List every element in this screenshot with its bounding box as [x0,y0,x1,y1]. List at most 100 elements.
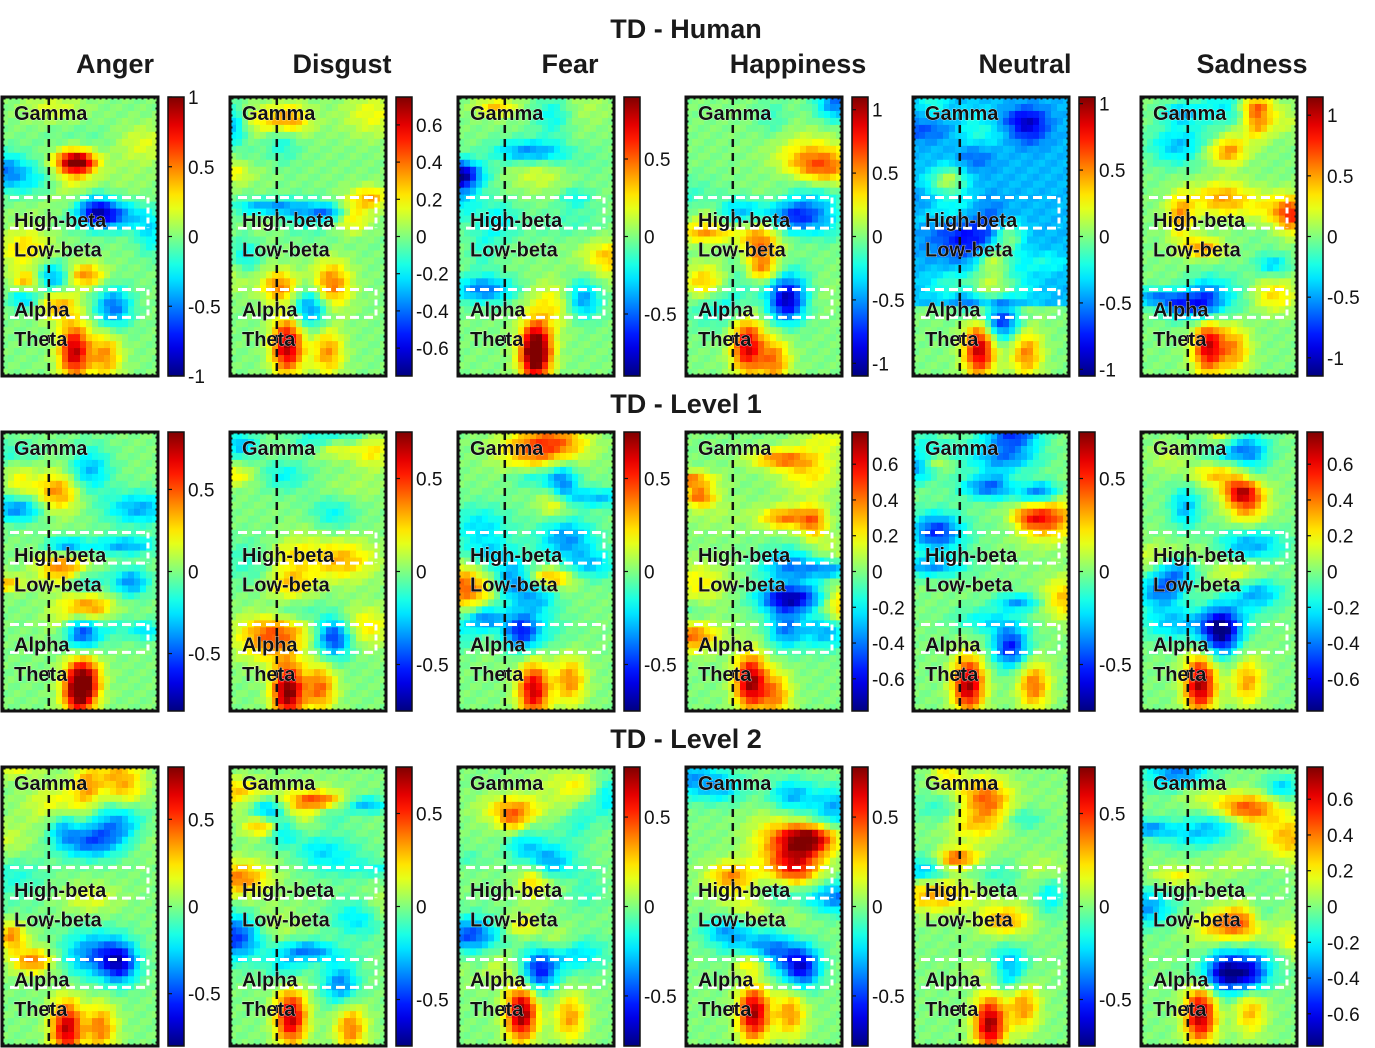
colorbar-tick-label: 0.4 [1327,826,1354,847]
colorbar-tick-label: 0.2 [1327,862,1353,883]
band-label-alpha: Alpha [242,634,298,656]
colorbar-tick-label: -0.5 [1327,288,1360,309]
column-title-sadness: Sadness [1196,49,1307,79]
colorbar-tick-label: 0.5 [644,470,670,491]
panel-frame-dots [686,97,842,376]
colorbar-tick-label: 0.4 [872,491,899,512]
colorbar-tick-label: -0.2 [416,265,449,286]
band-label-theta: Theta [242,664,296,686]
band-label-high-beta: High-beta [242,210,335,232]
panel-frame [911,765,1071,1048]
band-label-alpha: Alpha [1153,299,1209,321]
panel-frame [456,765,616,1048]
colorbar-tick-label: 0.6 [872,455,898,476]
panel-frame [228,430,388,713]
panel-0-happiness: Gamma High-beta Low-beta Alpha Theta 1 0.5 0 -0.… [684,95,905,378]
colorbar-tick-label: 0.5 [188,158,214,179]
panel-frame-dots [686,432,842,711]
band-label-gamma: Gamma [925,438,999,460]
colorbar-tick-label: 0.5 [1099,805,1125,826]
band-label-alpha: Alpha [925,299,981,321]
panel-frame [0,95,160,378]
row-title-1: TD - Level 1 [610,389,762,419]
band-label-gamma: Gamma [242,103,316,125]
column-title-disgust: Disgust [292,49,391,79]
colorbar-tick-label: 0.6 [1327,790,1353,811]
colorbar-tick-label: -0.5 [188,985,221,1006]
band-label-alpha: Alpha [470,969,526,991]
colorbar-tick-label: 0.4 [1327,491,1354,512]
colorbar-tick-label: -1 [872,354,889,375]
band-label-gamma: Gamma [1153,773,1227,795]
colorbar-tick-label: 1 [188,88,199,109]
heatmap-field [1141,767,1297,1046]
colorbar-tick-label: 0.5 [644,150,670,171]
band-label-low-beta: Low-beta [1153,574,1242,596]
band-label-low-beta: Low-beta [14,909,103,931]
colorbar-tick-label: -0.4 [1327,634,1360,655]
band-label-high-beta: High-beta [470,880,563,902]
band-label-high-beta: High-beta [1153,545,1246,567]
colorbar-tick-label: 0 [872,228,883,249]
band-label-theta: Theta [470,329,524,351]
panel-2-fear: Gamma High-beta Low-beta Alpha Theta 0.5 0 -0.5 [456,765,677,1048]
colorbar-tick-label: -0.5 [416,991,449,1012]
band-label-high-beta: High-beta [1153,210,1246,232]
band-label-theta: Theta [925,999,979,1021]
colorbar-tick-label: 0 [1099,898,1110,919]
colorbar-tick-label: -0.5 [644,305,677,326]
colorbar-tick-label: 0.4 [416,153,443,174]
panel-frame [228,95,388,378]
column-title-happiness: Happiness [730,49,867,79]
band-label-high-beta: High-beta [698,210,791,232]
colorbar-tick-label: 0.5 [1099,470,1125,491]
band-label-low-beta: Low-beta [925,239,1014,261]
row-title-0: TD - Human [610,14,762,44]
panel-frame-dots [2,432,158,711]
colorbar-tick-label: -0.2 [1327,598,1360,619]
band-label-gamma: Gamma [14,438,88,460]
band-label-gamma: Gamma [242,773,316,795]
band-label-alpha: Alpha [14,299,70,321]
panel-frame [1139,765,1299,1048]
band-label-low-beta: Low-beta [698,574,787,596]
colorbar-tick-label: -0.5 [416,656,449,677]
panel-0-disgust: Gamma High-beta Low-beta Alpha Theta 0.6 0.4 0.… [228,95,449,378]
band-label-gamma: Gamma [14,773,88,795]
panel-1-sadness: Gamma High-beta Low-beta Alpha Theta 0.6 0.4 0.… [1139,430,1360,713]
colorbar-tick-label: -1 [1099,360,1116,381]
band-label-alpha: Alpha [1153,969,1209,991]
colorbar-tick-label: 0.6 [416,116,442,137]
colorbar-tick-label: 0 [872,898,883,919]
band-label-theta: Theta [14,664,68,686]
colorbar-tick-label: 0.2 [872,527,898,548]
colorbar-tick-label: 0.5 [416,805,442,826]
colorbar-tick-label: -0.5 [1099,656,1132,677]
band-label-low-beta: Low-beta [925,574,1014,596]
panel-frame-dots [913,767,1069,1046]
heatmap-field [2,432,158,711]
panel-frame-dots [913,432,1069,711]
panel-2-neutral: Gamma High-beta Low-beta Alpha Theta 0.5 0 -0.5 [911,765,1132,1048]
colorbar-tick-label: 0.5 [1099,161,1125,182]
panel-2-happiness: Gamma High-beta Low-beta Alpha Theta 0.5 0 -0.5 [684,765,905,1048]
column-title-fear: Fear [541,49,599,79]
band-label-gamma: Gamma [470,773,544,795]
band-label-gamma: Gamma [698,773,772,795]
band-label-alpha: Alpha [470,299,526,321]
colorbar-tick-label: -0.5 [872,987,905,1008]
panel-frame [228,765,388,1048]
heatmap-field [686,97,842,376]
colorbar-tick-label: 0 [416,563,427,584]
panel-frame [0,765,160,1048]
colorbar-tick-label: 0 [644,898,655,919]
heatmap-field [686,767,842,1046]
colorbar-tick-label: -0.4 [1327,969,1360,990]
band-label-theta: Theta [242,999,296,1021]
column-title-anger: Anger [76,49,155,79]
colorbar-tick-label: -0.6 [416,339,449,360]
panel-1-disgust: Gamma High-beta Low-beta Alpha Theta 0.5 0 -0.5 [228,430,449,713]
band-label-gamma: Gamma [925,773,999,795]
colorbar-tick-label: 0 [644,563,655,584]
